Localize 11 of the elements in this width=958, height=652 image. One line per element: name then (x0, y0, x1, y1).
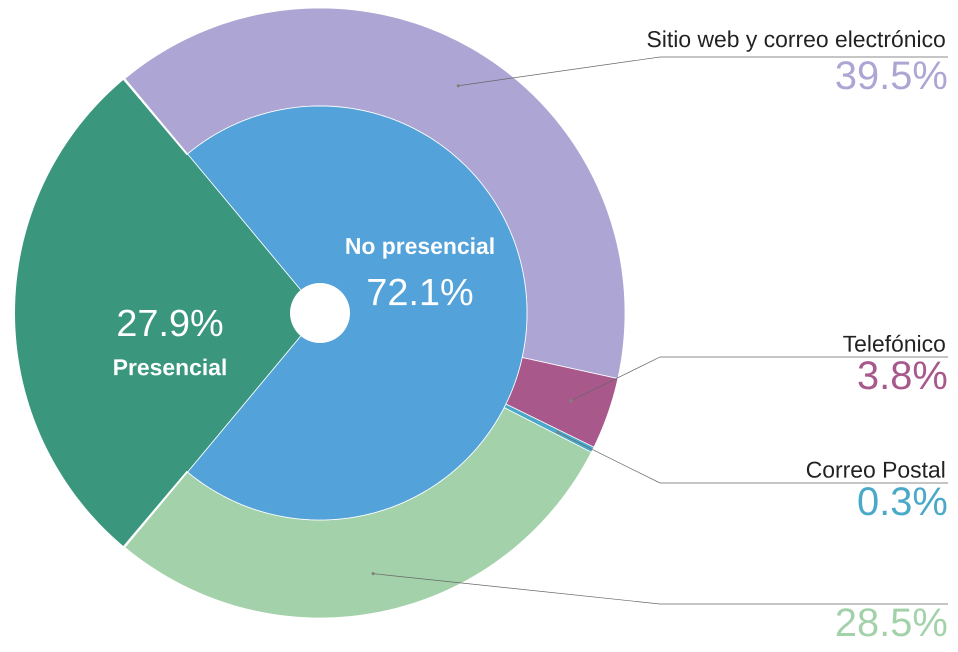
data-label: 39.5% (836, 61, 946, 90)
slice-label: Telefónico (843, 334, 945, 352)
data-label: 28.5% (836, 608, 946, 636)
data-label: 0.3% (858, 487, 946, 516)
slice-label: Presencial (114, 358, 226, 376)
data-label: 27.9% (118, 310, 222, 336)
data-label: 72.1% (368, 278, 472, 306)
slice-label: No presencial (346, 237, 494, 259)
slice-label: Correo Postal (806, 460, 944, 478)
slice-label: Sitio web y correo electrónico (648, 30, 945, 52)
data-label: 3.8% (858, 361, 946, 390)
